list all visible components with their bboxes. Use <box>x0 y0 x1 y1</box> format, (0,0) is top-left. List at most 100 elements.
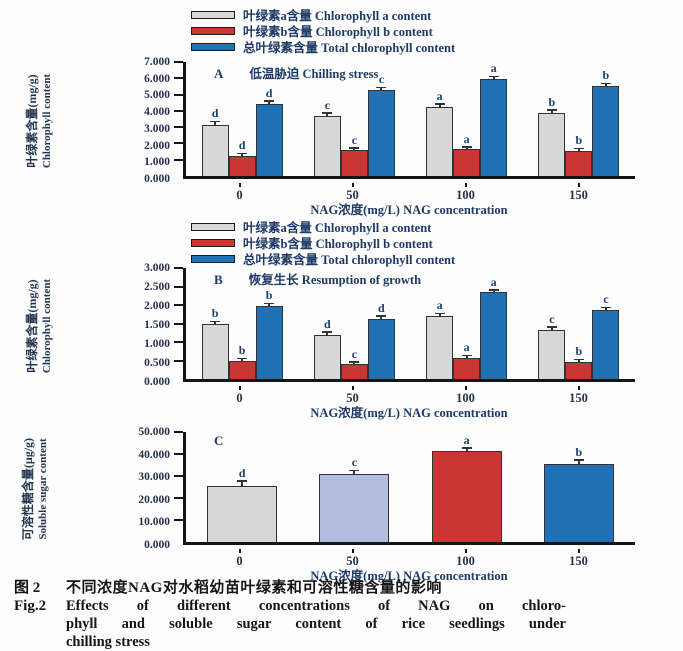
panel-title: A 低温胁迫 Chilling stress <box>214 63 378 82</box>
bar <box>340 149 368 176</box>
error-bar <box>492 290 495 293</box>
x-tick-mark <box>238 386 241 390</box>
x-tick: 100 <box>409 183 522 203</box>
y-tick-label: 2.000 <box>144 300 170 313</box>
y-tick-mark <box>174 126 183 129</box>
bar-group: a a a <box>411 62 523 176</box>
y-tick-mark <box>174 359 183 362</box>
bar-cell: c <box>319 432 390 542</box>
error-bar-cap <box>376 86 387 89</box>
bar-group: c b c <box>523 268 635 379</box>
legend-panel-a: 叶绿素a含量 Chlorophyll a content 叶绿素b含量 Chlor… <box>191 7 455 55</box>
y-tick-mark <box>174 341 183 344</box>
legend-swatch <box>191 222 235 231</box>
bar-cell: b <box>201 268 229 379</box>
x-tick-mark <box>577 386 580 390</box>
x-tick: 0 <box>183 549 296 569</box>
x-tick: 150 <box>522 549 635 569</box>
bar-group: d d d <box>186 62 298 176</box>
error-bar <box>353 362 356 365</box>
y-tick-label: 50.000 <box>138 426 170 438</box>
panel-title: C <box>214 433 249 449</box>
caption-en-line: phyll and soluble sugar content of rice … <box>66 616 566 632</box>
significance-letter: b <box>602 68 610 83</box>
legend-label: 叶绿素a含量 Chlorophyll a content <box>243 9 432 23</box>
x-tick-mark <box>351 183 354 187</box>
error-bar <box>577 460 580 465</box>
x-tick-mark <box>577 549 580 553</box>
bar <box>480 79 508 176</box>
x-tick: 0 <box>183 386 296 406</box>
y-axis-title-en: Chlorophyll content <box>41 73 53 169</box>
bar-cell: a <box>431 432 502 542</box>
error-bar <box>380 316 383 319</box>
bar-cell: d <box>228 62 256 176</box>
bar-cell: b <box>565 62 593 176</box>
y-tick-mark <box>174 475 183 477</box>
bar-cell: d <box>201 62 229 176</box>
error-bar <box>326 332 329 335</box>
x-tick: 100 <box>409 549 522 569</box>
x-tick: 0 <box>183 183 296 203</box>
error-bar <box>438 314 441 317</box>
significance-letter: d <box>238 138 246 153</box>
x-tick-mark <box>238 549 241 553</box>
y-axis-title-en: Chlorophyll content <box>41 278 53 374</box>
y-tick-label: 0.000 <box>144 173 170 185</box>
significance-letter: c <box>351 455 358 470</box>
bar-group: c c c <box>298 62 410 176</box>
error-bar <box>214 322 217 325</box>
bar <box>255 306 283 379</box>
x-axis-title: NAG浓度(mg/L) NAG concentration <box>310 406 508 420</box>
y-axis-title: 可溶性糖含量(μg/g) Soluble sugar content <box>21 409 51 569</box>
bar <box>538 329 566 379</box>
x-tick-label: 50 <box>346 554 359 568</box>
y-tick-label: 2.000 <box>144 139 170 152</box>
y-tick-label: 3.000 <box>144 122 170 135</box>
legend-item: 叶绿素a含量 Chlorophyll a content <box>191 219 455 235</box>
y-tick-mark <box>174 158 183 161</box>
bar <box>453 149 481 176</box>
y-tick-mark <box>174 453 183 455</box>
bar-cell: b <box>228 268 256 379</box>
y-tick-label: 5.000 <box>144 89 170 102</box>
bar <box>565 361 593 379</box>
legend-swatch <box>191 26 235 35</box>
y-tick-label: 7.000 <box>144 56 170 68</box>
y-axis-ticks: 0.000 0.500 1.000 1.500 2.000 2.500 3.000 <box>118 262 170 388</box>
y-tick-mark <box>174 93 183 96</box>
bar-cell: c <box>313 62 341 176</box>
bar-cell: a <box>426 62 454 176</box>
significance-letter: c <box>351 132 358 147</box>
error-bar-cap <box>210 320 221 323</box>
bar <box>207 486 278 542</box>
chart-panel-b: 叶绿素含量(mg/g) Chlorophyll content 0.000 0.5… <box>0 262 683 422</box>
legend-swatch <box>191 254 235 263</box>
bar-cell: c <box>367 62 395 176</box>
bar <box>255 103 283 176</box>
error-bar <box>214 122 217 125</box>
y-tick-mark <box>174 431 183 433</box>
y-tick-mark <box>174 267 183 269</box>
y-axis-ticks: 0.000 1.000 2.000 3.000 4.000 5.000 6.000 7.000 <box>118 56 170 185</box>
bar-group: b <box>523 432 635 542</box>
significance-letter: b <box>575 133 583 148</box>
bar-cell: c <box>340 62 368 176</box>
significance-letter: c <box>324 97 331 112</box>
chart-panel-c: 可溶性糖含量(μg/g) Soluble sugar content 0.000… <box>0 424 683 583</box>
x-tick-mark <box>238 183 241 187</box>
bar <box>480 292 508 379</box>
x-tick: 150 <box>522 386 635 406</box>
error-bar <box>380 88 383 90</box>
bar <box>313 334 341 379</box>
y-axis-title-zh: 叶绿素含量(mg/g) <box>25 74 39 168</box>
caption-en-label: Fig.2 <box>14 598 47 614</box>
bar-cell: c <box>592 268 620 379</box>
error-bar <box>550 327 553 330</box>
panel-letter: C <box>214 433 224 448</box>
error-bar-cap <box>600 82 611 85</box>
significance-letter: a <box>436 88 443 103</box>
significance-letter: b <box>575 444 583 459</box>
error-bar <box>465 147 468 150</box>
bar-cell: d <box>313 268 341 379</box>
